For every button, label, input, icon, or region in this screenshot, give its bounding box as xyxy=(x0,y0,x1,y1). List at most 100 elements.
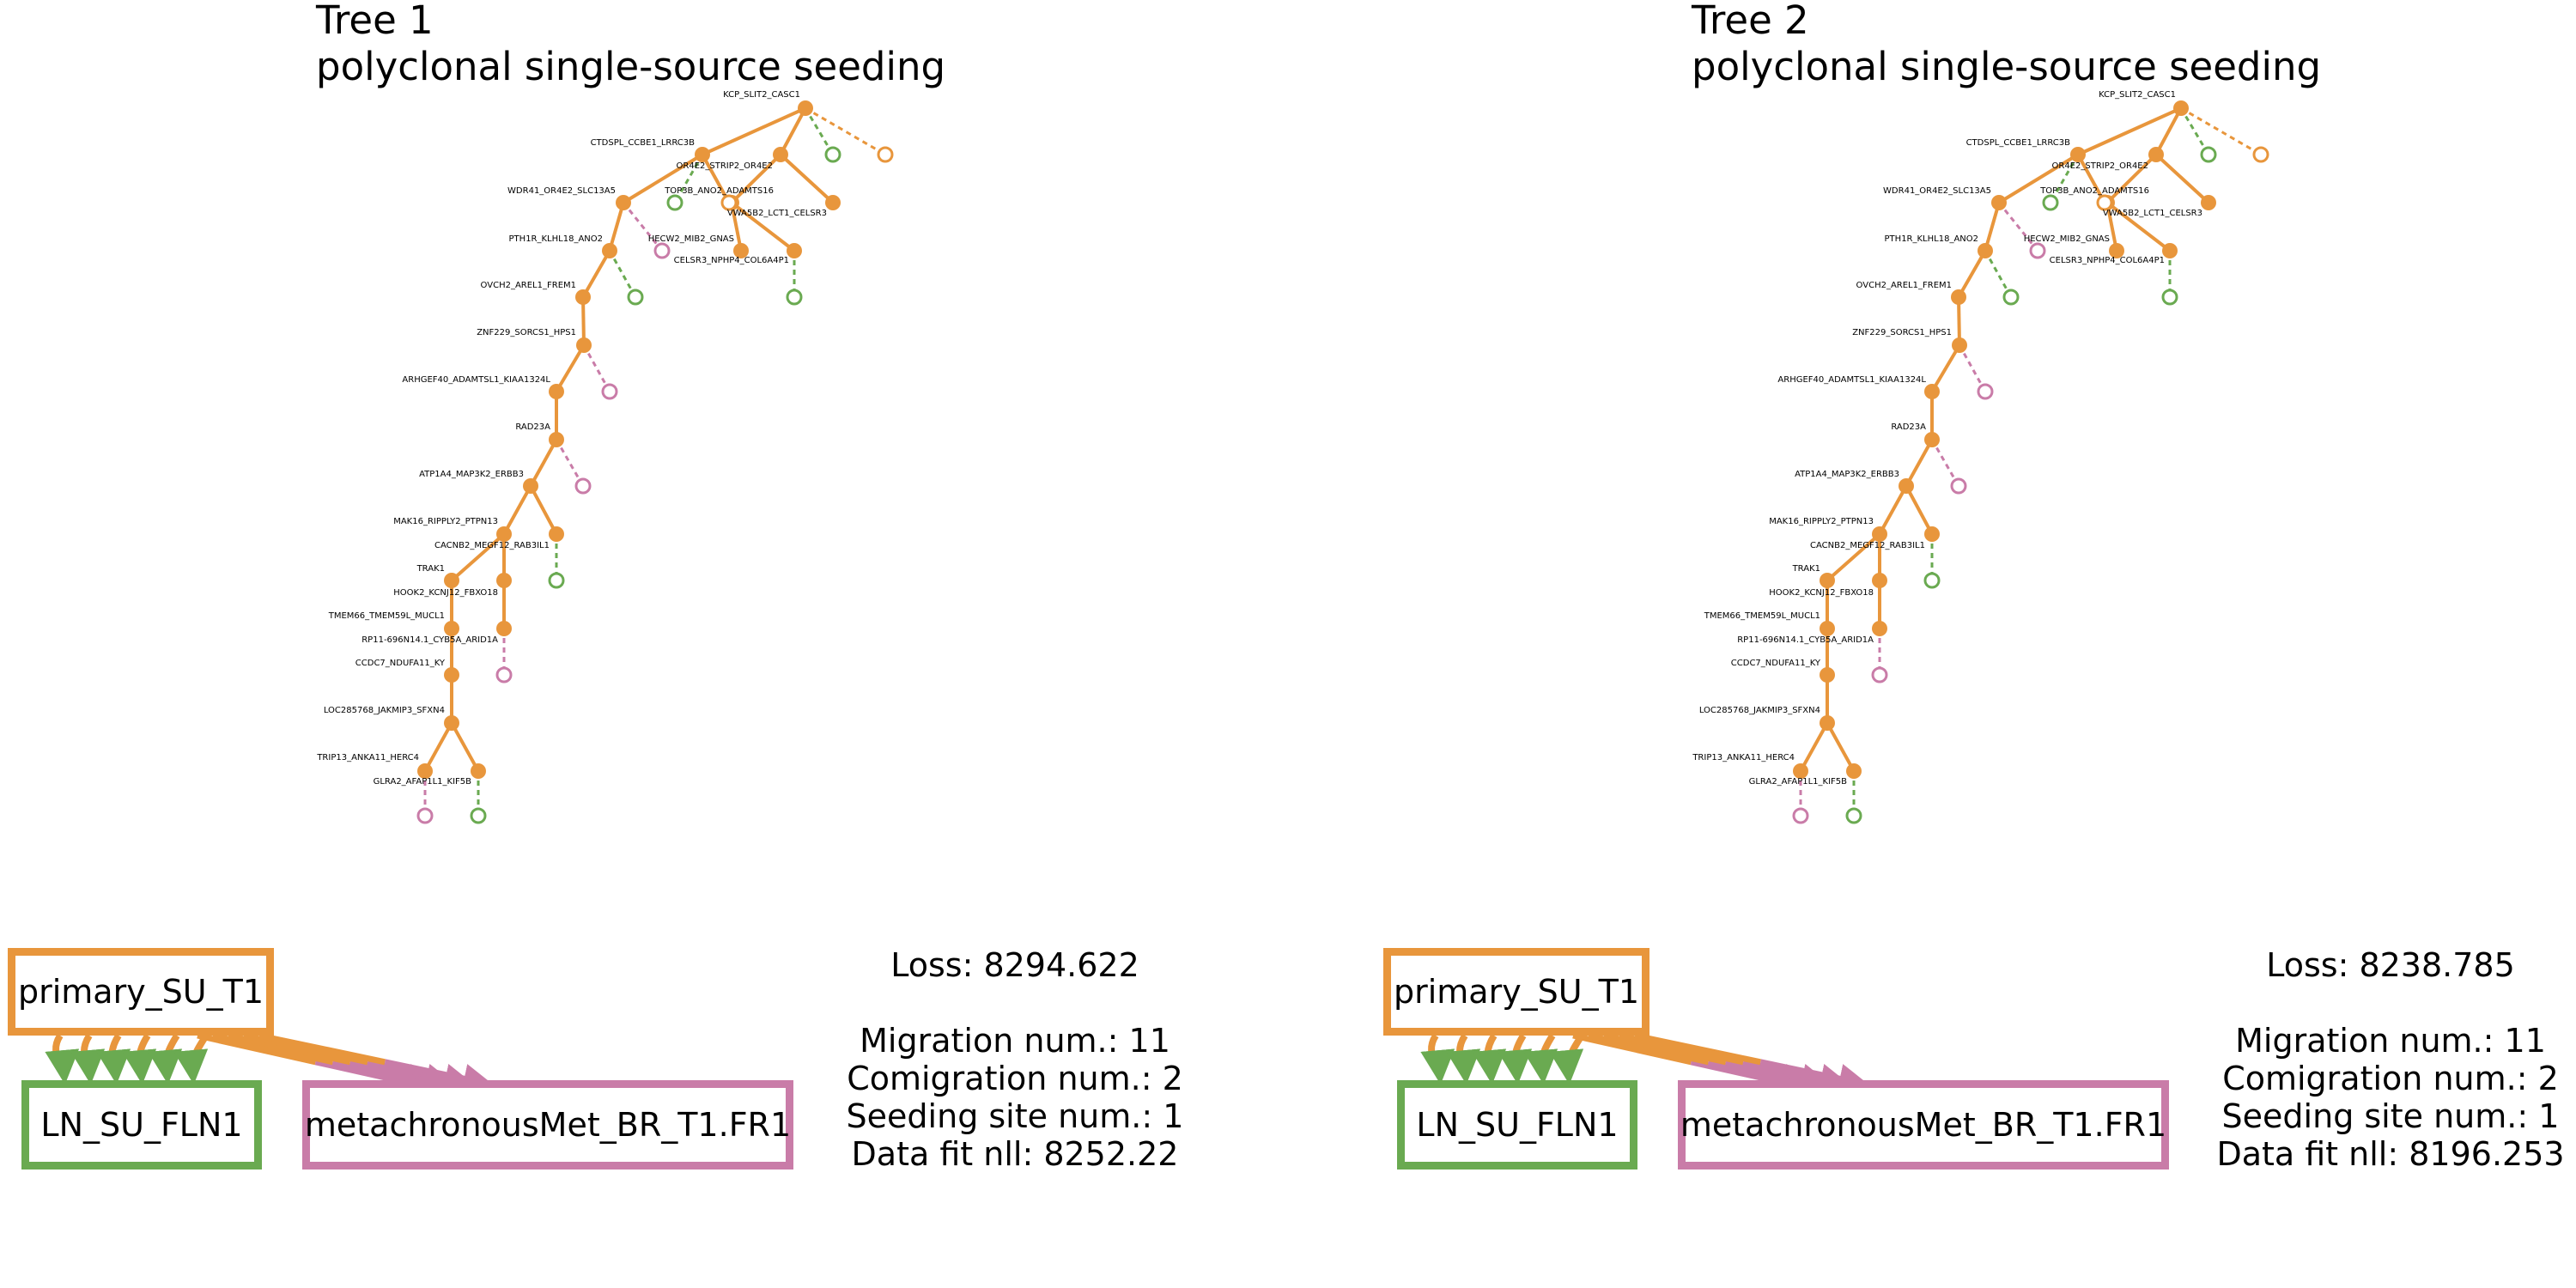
tree-node-label: CACNB2_MEGF12_RAB3IL1 xyxy=(1810,541,1925,550)
tree-leaf-edge xyxy=(1997,202,2039,252)
tree-node-label: CTDSPL_CCBE1_LRRC3B xyxy=(591,138,696,148)
tree-node-label: TRIP13_ANKA11_HERC4 xyxy=(316,753,419,762)
migration-arrow-ln xyxy=(96,1048,131,1084)
tree-node-label: PTH1R_KLHL18_ANO2 xyxy=(1885,234,1978,244)
tree-leaf-node xyxy=(1950,477,1967,495)
tree-subtitle: polyclonal single-source seeding xyxy=(316,44,946,89)
migration-arrow-ln xyxy=(1498,1048,1533,1084)
tree-edge xyxy=(730,201,796,252)
tree-edge xyxy=(1997,153,2080,204)
tree-node xyxy=(496,526,512,542)
tree-node xyxy=(1951,289,1966,305)
migration-arrow-met xyxy=(1742,1059,1850,1094)
tree-edge xyxy=(1826,532,1881,582)
tree-node-label: HECW2_MIB2_GNAS xyxy=(2024,234,2110,244)
tree-edge xyxy=(555,343,586,393)
stat-comigration: Comigration num.: 2 xyxy=(2222,1060,2559,1097)
tree-edge xyxy=(2105,201,2172,252)
tree-edge xyxy=(2154,153,2210,204)
tree-node xyxy=(1820,621,1835,636)
tree-panel-2: Tree 2 polyclonal single-source seeding … xyxy=(1376,0,2576,1288)
migration-edge-met xyxy=(1634,1032,1762,1066)
tree-title: Tree 2 polyclonal single-source seeding xyxy=(1692,0,2321,90)
tree-node-label: TMEM66_TMEM59L_MUCL1 xyxy=(1704,611,1820,621)
tree-node xyxy=(1978,243,1993,258)
migration-arrow-met xyxy=(314,1059,418,1093)
tree-leaf-node xyxy=(2252,146,2269,163)
tree-node xyxy=(1991,195,2007,210)
stat-nll: Data fit nll: 8252.22 xyxy=(851,1135,1179,1173)
tree-edge xyxy=(502,485,532,535)
tree-node-label: OR4E2_STRIP2_OR4E2 xyxy=(677,161,773,171)
tree-leaf-node xyxy=(2161,289,2178,306)
migration-edge-met xyxy=(258,1032,386,1066)
tree-leaf-node xyxy=(653,242,671,259)
tree-leaf-node xyxy=(2029,242,2046,259)
tree-node xyxy=(549,432,564,447)
site-ln-label: LN_SU_FLN1 xyxy=(1416,1106,1619,1144)
tree-edge xyxy=(1826,722,1856,772)
stats-block: Loss: 8238.785 Migration num.: 11 Comigr… xyxy=(2202,946,2576,1173)
tree-node xyxy=(549,526,564,542)
tree-leaf-node xyxy=(470,807,487,824)
tree-node-label: CACNB2_MEGF12_RAB3IL1 xyxy=(434,541,550,550)
tree-node-label: RAD23A xyxy=(1891,422,1926,432)
site-ln-label: LN_SU_FLN1 xyxy=(40,1106,243,1144)
tree-node-label: CCDC7_NDUFA11_KY xyxy=(1731,659,1821,668)
tree-edge xyxy=(1799,722,1829,772)
migration-arrow-met xyxy=(1707,1059,1813,1094)
tree-node xyxy=(417,763,433,779)
tree-node xyxy=(2148,147,2164,162)
tree-node-label: RP11-696N14.1_CYB5A_ARID1A xyxy=(1737,635,1874,645)
tree-edge xyxy=(529,439,558,487)
tree-leaf-node xyxy=(666,194,683,211)
tree-node-label: TRAK1 xyxy=(1792,564,1820,574)
tree-edge xyxy=(1930,343,1961,393)
tree-panel-1: Tree 1 polyclonal single-source seeding … xyxy=(8,0,1183,1173)
tree-edge xyxy=(701,154,731,204)
tree-node xyxy=(1924,432,1940,447)
tree-title-line1: Tree 2 xyxy=(1692,0,1809,43)
tree-edge xyxy=(730,202,743,252)
tree-edge xyxy=(1984,202,2001,252)
migration-arrow-ln xyxy=(45,1048,80,1084)
tree-node xyxy=(2070,147,2086,162)
tree-node-label: LOC285768_JAKMIP3_SFXN4 xyxy=(1699,706,1820,715)
tree-title: Tree 1 polyclonal single-source seeding xyxy=(316,0,945,90)
tree-node-label: MAK16_RIPPLY2_PTPN13 xyxy=(1769,517,1874,526)
tree-node-label: ZNF229_SORCS1_HPS1 xyxy=(1852,328,1952,337)
tree-edge xyxy=(423,722,453,772)
tree-node xyxy=(575,289,591,305)
tree-node xyxy=(798,100,813,116)
tree-node xyxy=(523,478,538,494)
tree-subtitle: polyclonal single-source seeding xyxy=(1692,44,2322,89)
tree-edge xyxy=(1957,250,1987,298)
tree-leaf-node xyxy=(574,477,592,495)
tree-edge xyxy=(1905,485,1934,535)
tree-node xyxy=(1952,337,1967,353)
migration-arrow-ln xyxy=(1420,1048,1455,1084)
tree-edge xyxy=(1905,439,1934,487)
tree-leaf-node xyxy=(495,666,513,683)
tree-leaf-node xyxy=(2200,146,2217,163)
migration-arrow-ln xyxy=(148,1048,183,1084)
tree-leaf-node xyxy=(786,289,803,306)
tree-leaf-node xyxy=(2042,194,2059,211)
tree-node xyxy=(444,621,459,636)
migration-arrow-met xyxy=(1690,1059,1794,1093)
tree-leaf-node xyxy=(627,289,644,306)
tree-node xyxy=(471,763,486,779)
tree-leaf-node xyxy=(548,572,565,589)
tree-node-label: HOOK2_KCNJ12_FBXO18 xyxy=(393,588,498,598)
tree-node-label: ARHGEF40_ADAMTSL1_KIAA1324L xyxy=(402,375,550,385)
migration-edge-met xyxy=(212,1032,334,1066)
tree-node xyxy=(444,667,459,683)
tree-node xyxy=(1872,526,1887,542)
migration-arrow-ln xyxy=(1549,1048,1584,1084)
tree-edge xyxy=(2105,153,2158,204)
migration-graph xyxy=(45,1032,494,1094)
migration-arrow-met xyxy=(1725,1059,1832,1094)
tree-node xyxy=(2162,243,2178,258)
tree-node-label: CCDC7_NDUFA11_KY xyxy=(355,659,446,668)
tree-node xyxy=(1846,763,1862,779)
